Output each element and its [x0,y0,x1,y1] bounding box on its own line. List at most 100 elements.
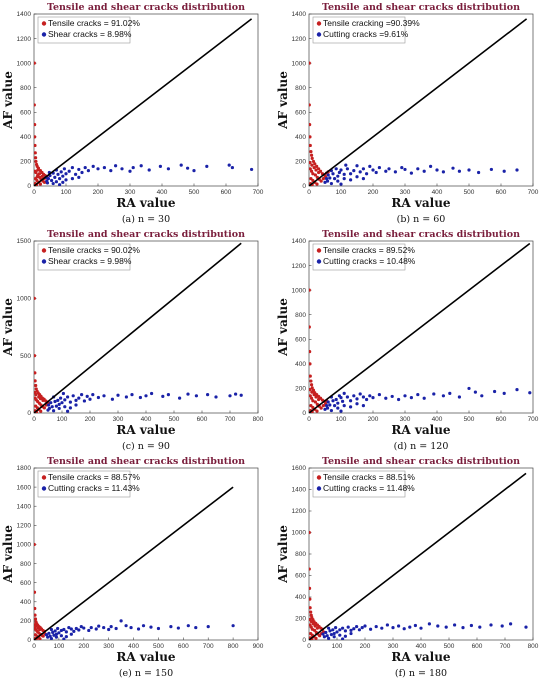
panel-caption: (b) n = 60 [397,214,446,225]
shear-point [234,392,238,396]
y-tick-label: 1000 [17,60,32,67]
shear-point [70,177,74,181]
chart-panel: Tensile and shear cracks distribution 0 10… [275,0,550,227]
tensile-point [309,394,312,398]
shear-point [409,171,413,175]
shear-point [86,169,90,173]
shear-point [64,172,68,176]
shear-point [369,627,373,631]
x-tick-label: 600 [178,643,189,650]
shear-point [360,626,364,630]
tensile-point [34,393,38,397]
shear-point [422,396,426,400]
shear-point [339,409,343,413]
shear-point [328,403,332,407]
shear-point [53,629,57,633]
shear-point [186,624,190,628]
shear-point [493,389,497,394]
x-axis-label: RA value [116,650,175,664]
y-axis-label: AF value [1,298,15,357]
tensile-point [317,170,321,175]
tensile-point [34,354,37,358]
x-tick-label: 600 [496,189,507,196]
shear-point [64,630,68,634]
shear-point [44,633,49,637]
shear-point [361,395,365,399]
shear-point [166,167,170,171]
shear-point [342,177,346,181]
y-tick-label: 400 [295,594,306,601]
y-tick-label: 1400 [17,11,32,18]
x-tick-label: 0 [32,416,36,423]
shear-point [341,399,345,403]
y-tick-label: 200 [295,159,306,166]
x-tick-label: 400 [128,643,139,650]
legend-marker-tensile [41,475,47,480]
shear-point [500,624,504,628]
shear-point [192,169,196,173]
shear-point [334,167,338,171]
shear-point [107,627,111,632]
shear-point [136,627,141,631]
shear-point [128,169,132,173]
x-tick-label: 200 [78,643,89,650]
y-tick-label: 200 [295,616,306,623]
shear-point [489,623,493,627]
shear-point [377,165,381,170]
legend-marker-shear [316,486,322,491]
shear-point [66,395,70,399]
tensile-point [34,61,36,65]
y-tick-label: 800 [295,312,306,319]
shear-point [451,166,455,170]
shear-point [384,396,388,400]
chart-title: Tensile and shear cracks distribution [322,229,520,240]
shear-point [169,625,173,629]
legend-marker-shear [316,32,322,37]
data-layer [309,242,532,413]
legend-label: Cutting cracks = 10.48% [323,256,416,266]
shear-point [371,168,375,172]
shear-point [380,626,384,630]
tensile-point [38,637,42,640]
y-axis-label: AF value [276,525,290,584]
data-layer [34,242,243,413]
x-tick-label: 0 [307,189,311,196]
tensile-point [34,379,37,383]
tensile-point [38,397,43,401]
y-tick-label: 500 [20,353,31,360]
shear-point [149,625,153,629]
shear-point [441,394,445,398]
chart-panel: Tensile and shear cracks distribution 0 10… [0,454,275,681]
shear-point [56,626,60,631]
legend: Tensile cracks = 88.57%Cutting cracks = … [37,470,140,498]
tensile-point [42,406,46,410]
shear-point [67,625,71,630]
shear-point [144,394,148,398]
shear-point [352,169,356,173]
shear-point [186,392,190,396]
shear-point [374,624,378,629]
shear-point [49,636,54,640]
chart-panel: Tensile and shear cracks distribution 0 10… [275,227,550,454]
chart-svg: Tensile and shear cracks distribution 0 10… [276,2,539,225]
shear-point [205,164,209,168]
dividing-line [34,242,242,413]
tensile-point [321,177,325,181]
shear-point [114,164,118,168]
tensile-point [37,172,42,176]
shear-point [352,627,356,631]
y-tick-label: 400 [295,134,306,141]
legend-marker-shear [41,486,47,491]
legend-box [312,243,406,271]
legend-label: Cutting cracks = 11.43% [48,483,140,493]
shear-point [59,396,63,400]
shear-point [528,391,532,395]
shear-point [68,406,72,410]
shear-point [56,172,60,176]
shear-point [355,624,359,629]
shear-point [467,386,471,391]
x-tick-label: 400 [416,643,427,650]
shear-point [342,404,346,408]
shear-point [336,174,340,178]
tensile-point [309,530,311,535]
